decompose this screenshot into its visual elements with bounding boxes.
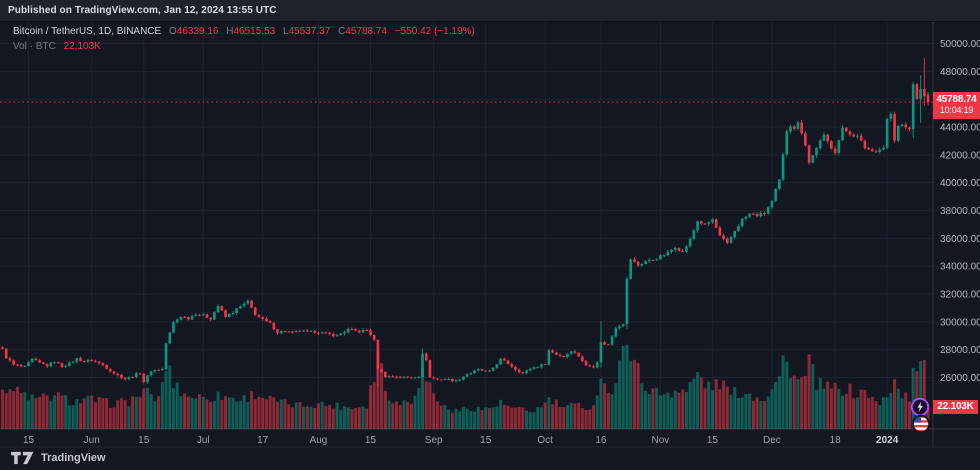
svg-text:17: 17 — [257, 435, 269, 446]
svg-text:50000.00: 50000.00 — [940, 39, 980, 50]
change-value: −550.42 (−1.19%) — [394, 26, 475, 37]
open-label: O — [168, 26, 177, 37]
svg-text:15: 15 — [707, 435, 719, 446]
svg-text:26000.00: 26000.00 — [940, 373, 980, 384]
svg-text:Sep: Sep — [425, 435, 443, 446]
svg-text:15: 15 — [365, 435, 377, 446]
low-label: L — [283, 26, 289, 37]
tradingview-logo-icon — [11, 451, 34, 465]
bar-close-countdown: 10:04:19 — [939, 105, 974, 115]
open-value: 46339.16 — [176, 26, 219, 37]
svg-text:Nov: Nov — [652, 435, 670, 446]
svg-text:28000.00: 28000.00 — [940, 345, 980, 356]
lightning-event-icon[interactable] — [910, 397, 930, 417]
svg-text:44000.00: 44000.00 — [940, 123, 980, 134]
svg-text:2024: 2024 — [876, 435, 899, 446]
svg-text:34000.00: 34000.00 — [940, 262, 980, 273]
svg-text:16: 16 — [595, 435, 607, 446]
svg-text:48000.00: 48000.00 — [940, 67, 980, 78]
low-value: 45537.37 — [288, 26, 331, 37]
published-text: Published on TradingView.com, Jan 12, 20… — [8, 5, 277, 16]
lightning-bolt-glyph — [917, 401, 923, 413]
svg-text:Aug: Aug — [310, 435, 328, 446]
legend-volume-row: Vol · BTC 22.103K — [13, 40, 475, 54]
last-price-value: 45788.74 — [936, 94, 977, 105]
tradingview-wordmark: TradingView — [41, 452, 106, 464]
svg-text:Oct: Oct — [537, 435, 553, 446]
svg-text:15: 15 — [138, 435, 150, 446]
high-label: H — [226, 26, 234, 37]
legend-symbol-row: Bitcoin / TetherUS, 1D, BINANCE O46339.1… — [13, 25, 475, 39]
chart-legend[interactable]: Bitcoin / TetherUS, 1D, BINANCE O46339.1… — [13, 25, 475, 54]
volume-indicator-value: 22.103K — [63, 41, 101, 52]
svg-text:15: 15 — [480, 435, 492, 446]
footer-branding[interactable]: TradingView — [10, 451, 106, 465]
published-bar: Published on TradingView.com, Jan 12, 20… — [0, 0, 980, 22]
svg-text:Jul: Jul — [197, 435, 210, 446]
svg-text:42000.00: 42000.00 — [940, 150, 980, 161]
symbol-title: Bitcoin / TetherUS, 1D, BINANCE — [13, 26, 162, 37]
svg-text:36000.00: 36000.00 — [940, 234, 980, 245]
svg-text:Jun: Jun — [84, 435, 100, 446]
last-price-label: 45788.74 10:04:19 — [933, 92, 980, 119]
svg-text:40000.00: 40000.00 — [940, 178, 980, 189]
us-flag-event-icon[interactable] — [911, 414, 931, 434]
svg-text:32000.00: 32000.00 — [940, 290, 980, 301]
svg-text:Dec: Dec — [763, 435, 781, 446]
svg-text:15: 15 — [23, 435, 35, 446]
close-label: C — [338, 26, 346, 37]
close-value: 45788.74 — [345, 26, 388, 37]
us-flag-glyph — [912, 415, 930, 432]
volume-indicator-label: Vol · BTC — [13, 41, 56, 52]
svg-text:18: 18 — [830, 435, 842, 446]
high-value: 46515.53 — [233, 26, 276, 37]
volume-axis-label: 22.103K — [933, 400, 978, 414]
svg-text:30000.00: 30000.00 — [940, 317, 980, 328]
svg-text:38000.00: 38000.00 — [940, 206, 980, 217]
